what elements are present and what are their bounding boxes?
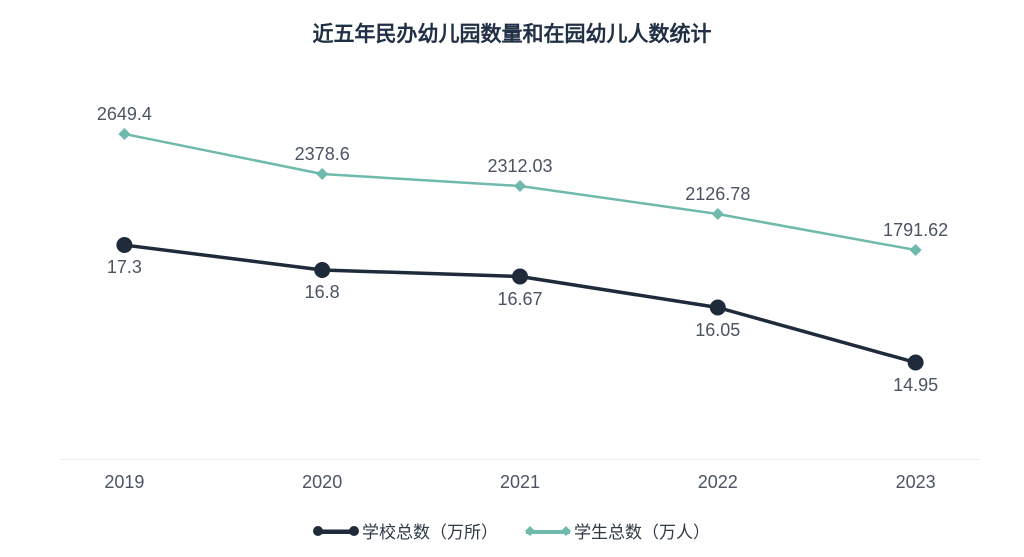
series-marker [909, 356, 923, 370]
data-label: 2649.4 [97, 104, 152, 125]
series-marker [117, 238, 131, 252]
series-marker [315, 263, 329, 277]
series-marker [713, 209, 723, 219]
data-label: 14.95 [893, 375, 938, 396]
legend-label: 学校总数（万所） [362, 518, 498, 543]
data-label: 16.8 [305, 282, 340, 303]
series-marker [317, 169, 327, 179]
x-tick-label: 2022 [698, 472, 738, 493]
legend-item: 学生总数（万人） [526, 518, 710, 543]
data-label: 1791.62 [883, 220, 948, 241]
legend-item: 学校总数（万所） [314, 518, 498, 543]
plot-area [60, 60, 980, 460]
data-label: 16.05 [695, 320, 740, 341]
x-tick-label: 2021 [500, 472, 540, 493]
legend: 学校总数（万所） 学生总数（万人） [0, 518, 1024, 543]
series-marker [513, 270, 527, 284]
legend-swatch [314, 523, 358, 539]
series-marker [515, 181, 525, 191]
legend-swatch [526, 523, 570, 539]
data-label: 17.3 [107, 257, 142, 278]
data-label: 16.67 [497, 289, 542, 310]
data-label: 2126.78 [685, 184, 750, 205]
legend-label: 学生总数（万人） [574, 518, 710, 543]
data-label: 2312.03 [487, 156, 552, 177]
x-tick-label: 2019 [104, 472, 144, 493]
chart-container: 近五年民办幼儿园数量和在园幼儿人数统计 17.3 16.8 16.67 16.05 14… [0, 0, 1024, 557]
x-tick-label: 2023 [896, 472, 936, 493]
series-marker [711, 301, 725, 315]
series-marker [911, 245, 921, 255]
chart-title: 近五年民办幼儿园数量和在园幼儿人数统计 [0, 18, 1024, 48]
x-tick-label: 2020 [302, 472, 342, 493]
data-label: 2378.6 [295, 144, 350, 165]
series-marker [119, 129, 129, 139]
